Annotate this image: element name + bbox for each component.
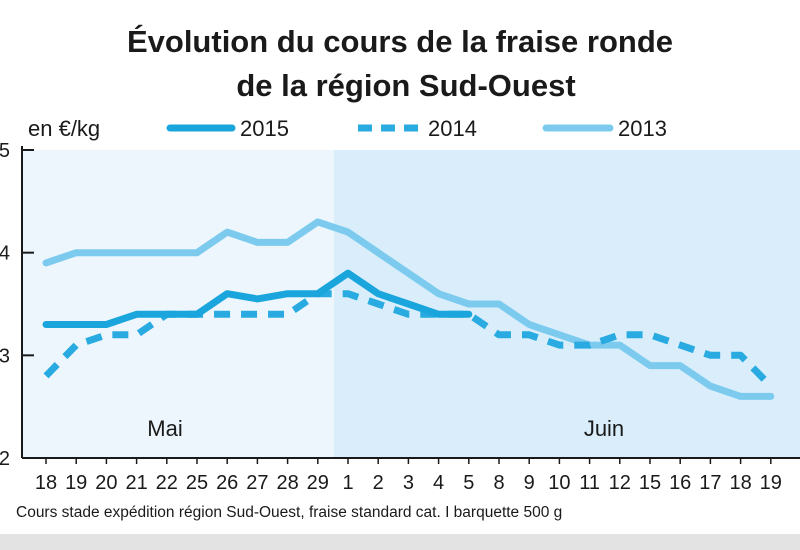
y-tick-label-5: 5	[0, 140, 10, 162]
y-tick-label-4: 4	[0, 243, 10, 265]
x-tick-label: 25	[186, 472, 208, 494]
y-tick-label-3: 3	[0, 345, 10, 367]
x-tick-label: 5	[463, 472, 474, 494]
x-tick-label: 19	[760, 472, 782, 494]
legend-label-2014: 2014	[428, 116, 477, 141]
series-layer	[42, 218, 775, 400]
x-tick-label: 2	[373, 472, 384, 494]
x-tick-label: 4	[433, 472, 444, 494]
y-tick-labels: 2 3 4 5	[0, 140, 10, 470]
x-tick-label: 18	[35, 472, 57, 494]
x-tick-label: 11	[579, 472, 600, 494]
x-tick-label: 9	[524, 472, 535, 494]
legend-label-2015: 2015	[240, 116, 289, 141]
x-tick-label: 26	[216, 472, 238, 494]
x-tick-label: 22	[156, 472, 178, 494]
x-tick-label: 3	[403, 472, 414, 494]
may-band	[22, 150, 334, 458]
x-tick-label: 12	[609, 472, 631, 494]
chart-title-line-2: de la région Sud-Ouest	[236, 68, 575, 103]
month-label-juin: Juin	[584, 416, 624, 441]
x-tick-label: 27	[246, 472, 268, 494]
axes	[21, 146, 800, 464]
x-tick-label: 1	[342, 472, 353, 494]
series-line-2015	[42, 269, 473, 328]
legend: 2015 2014 2013	[166, 116, 667, 141]
chart-title-line-1: Évolution du cours de la fraise ronde	[127, 24, 673, 59]
x-tick-labels: 18 19 20 21 22 25 26 27 28 29 1 2 3 4 5 8 9 10 11 12 15 16 17 1…	[35, 472, 782, 494]
x-tick-label: 28	[276, 472, 298, 494]
legend-label-2013: 2013	[618, 116, 667, 141]
x-tick-label: 19	[65, 472, 87, 494]
x-tick-label: 29	[307, 472, 329, 494]
x-tick-label: 18	[729, 472, 751, 494]
y-tick-label-2: 2	[0, 448, 10, 470]
series-line-2013	[42, 218, 775, 400]
x-tick-label: 20	[95, 472, 117, 494]
x-tick-label: 15	[639, 472, 661, 494]
y-axis-unit-label: en €/kg	[28, 116, 100, 141]
bottom-strip	[0, 534, 800, 550]
month-label-mai: Mai	[147, 416, 182, 441]
x-tick-label: 16	[669, 472, 691, 494]
x-tick-label: 10	[548, 472, 570, 494]
x-tick-label: 8	[493, 472, 504, 494]
x-tick-label: 17	[699, 472, 721, 494]
x-tick-label: 21	[125, 472, 147, 494]
source-note: Cours stade expédition région Sud-Ouest,…	[16, 504, 562, 521]
